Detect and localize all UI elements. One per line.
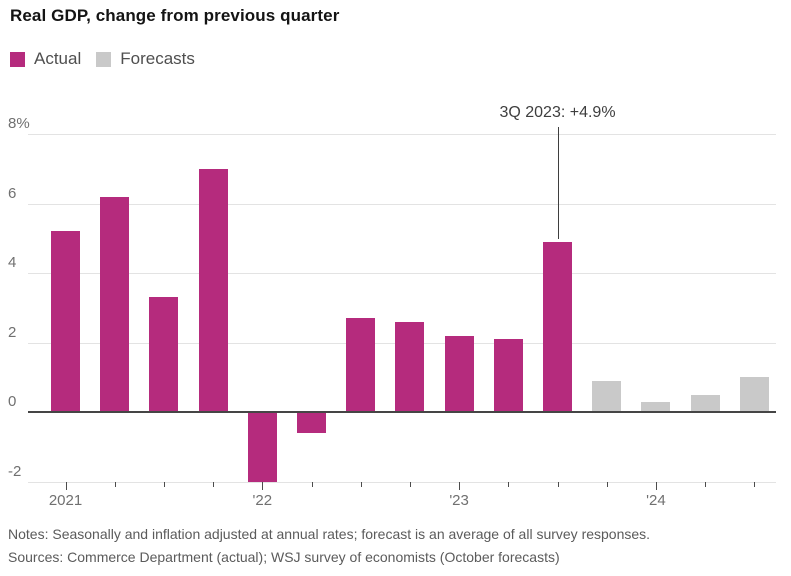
zero-axis-line (28, 411, 776, 413)
legend-item-actual: Actual (10, 49, 81, 69)
x-axis-tick-2q-2023 (508, 482, 510, 487)
gridline-4 (28, 273, 776, 274)
gridline-6 (28, 203, 776, 205)
y-axis-label-4: 4 (8, 254, 17, 271)
bar-4q-2021 (198, 168, 228, 412)
gridline-8 (28, 134, 776, 135)
bar-1q-2024 (641, 401, 671, 412)
y-axis-label-8: 8% (8, 115, 30, 132)
annotation-label: 3Q 2023: +4.9% (499, 104, 616, 121)
x-axis-tick-3q-2023 (557, 482, 559, 487)
x-axis-label-'23: '23 (449, 492, 469, 509)
y-axis-label-0: 0 (8, 393, 17, 410)
bar-3q-2023 (543, 241, 572, 412)
bar-2q-2021 (100, 196, 130, 412)
annotation-line (557, 127, 559, 239)
x-axis-label-'24: '24 (646, 492, 666, 509)
bar-3q-2021 (149, 297, 179, 412)
x-axis-tick-1q-2021 (65, 482, 67, 490)
legend-label-actual: Actual (34, 49, 82, 68)
chart-notes: Notes: Seasonally and inflation adjusted… (8, 526, 651, 542)
footer: Notes: Seasonally and inflation adjusted… (8, 523, 650, 569)
bar-1q-2023 (444, 335, 474, 412)
gridline--2 (28, 481, 776, 483)
legend-item-forecasts: Forecasts (96, 49, 195, 69)
x-axis-tick-4q-2022 (409, 482, 411, 487)
bar-1q-2022 (247, 412, 277, 482)
legend-label-forecasts: Forecasts (120, 49, 195, 68)
bar-4q-2022 (395, 321, 425, 412)
legend-swatch-forecasts (96, 51, 112, 67)
bar-4q-2023 (592, 380, 622, 412)
x-axis-tick-1q-2023 (459, 482, 461, 490)
x-axis-tick-3q-2021 (163, 482, 165, 487)
legend-swatch-actual (10, 51, 25, 67)
bar-1q-2021 (51, 231, 80, 412)
x-axis-tick-1q-2022 (262, 482, 264, 490)
bar-2q-2023 (493, 339, 523, 412)
bar-3q-2022 (346, 318, 376, 412)
chart-sources: Sources: Commerce Department (actual); W… (8, 549, 560, 565)
x-axis-tick-2q-2021 (114, 482, 116, 487)
y-axis-label-6: 6 (8, 184, 17, 202)
chart-title: Real GDP, change from previous quarter (10, 6, 340, 25)
y-axis-label-2: 2 (8, 323, 17, 341)
x-axis-label-'22: '22 (252, 492, 273, 509)
x-axis-tick-4q-2021 (213, 482, 215, 487)
bar-2q-2024 (690, 394, 720, 412)
x-axis-label-2021: 2021 (48, 492, 83, 509)
bar-3q-2024 (739, 377, 769, 412)
x-axis-tick-1q-2024 (655, 482, 657, 490)
x-axis-tick-4q-2023 (606, 482, 608, 487)
x-axis-tick-2q-2022 (311, 482, 313, 487)
x-axis-tick-2q-2024 (705, 482, 707, 487)
x-axis-tick-3q-2022 (360, 482, 362, 487)
y-axis-label--2: -2 (8, 462, 22, 480)
legend: Actual Forecasts (10, 49, 195, 69)
x-axis-tick-3q-2024 (754, 482, 756, 487)
bar-2q-2022 (297, 412, 326, 433)
